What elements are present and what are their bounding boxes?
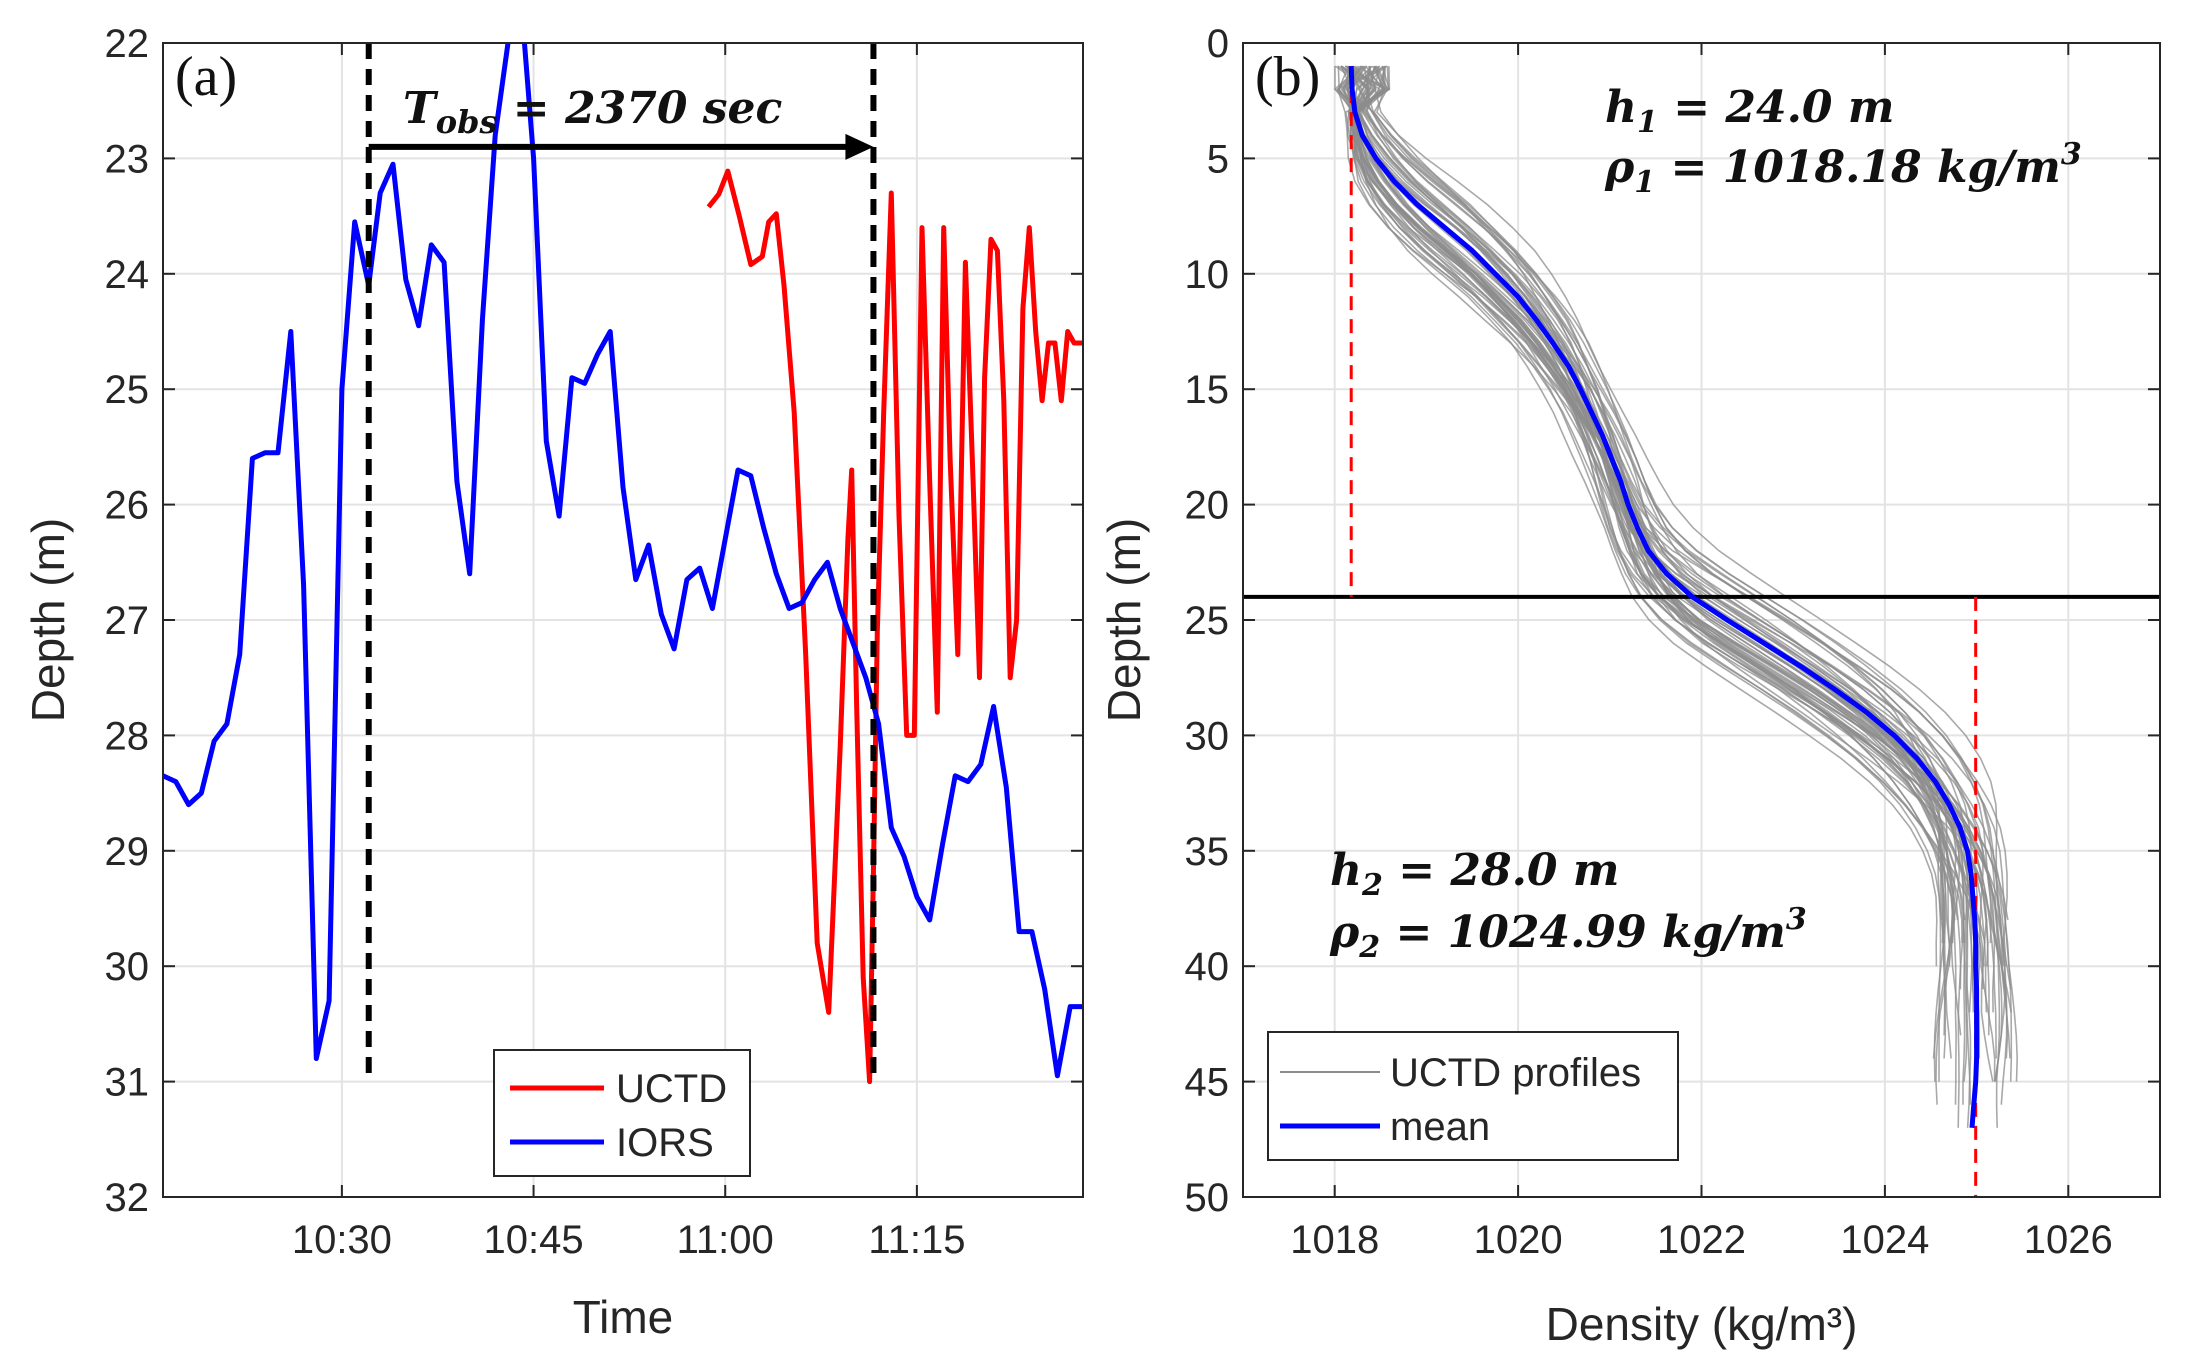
- annotation-value: = 24.0 m: [1658, 82, 1895, 133]
- panel-a: 22 23 24 25 26 27 28 29 30 31 32 10:30 10:45 11:00 11:…: [22, 22, 1084, 1343]
- panel-a-legend: UCTD IORS: [493, 1049, 751, 1177]
- uctd-profile-line: [1340, 65, 1961, 1059]
- uctd-profile-line: [1336, 65, 1951, 944]
- uctd-profile-line: [1354, 65, 1956, 921]
- iors-line: [163, 43, 1083, 1079]
- annotation-symbol: ρ: [1329, 907, 1360, 958]
- annotation-symbol: ρ: [1604, 142, 1635, 193]
- mean-profile: [1348, 66, 1980, 1128]
- panel-b-reference-lines: [1243, 66, 2160, 1197]
- y-tick-label: 25: [105, 368, 150, 412]
- annotation-subscript: 2: [1361, 868, 1383, 903]
- tobs-annotation: Tobs = 2370 sec: [403, 83, 783, 141]
- y-tick-label: 45: [1185, 1061, 1230, 1105]
- tobs-value: = 2370 sec: [497, 83, 782, 134]
- tobs-subscript: obs: [436, 103, 498, 141]
- tobs-arrow: [368, 133, 874, 160]
- y-tick-label: 50: [1185, 1176, 1230, 1220]
- panel-a-series: [163, 43, 1083, 1085]
- annotation-subscript: 1: [1634, 165, 1655, 200]
- h-annotation: h2 = 28.0 m: [1330, 845, 1619, 903]
- mean-profile-line: [1348, 66, 1980, 1128]
- uctd-profile-line: [1340, 65, 1963, 944]
- legend-label: UCTD: [616, 1067, 727, 1111]
- annotation-value: = 1018.18 kg/m: [1655, 142, 2061, 193]
- y-tick-label: 25: [1185, 599, 1230, 643]
- y-tick-label: 27: [105, 599, 150, 643]
- y-tick-label: 15: [1185, 368, 1230, 412]
- panel-b-label: (b): [1255, 46, 1320, 108]
- panel-b-xlabel: Density (kg/m³): [1546, 1298, 1858, 1350]
- panel-b: 0 5 10 15 20 25 30 35 40 45 50 1018 1020 1022 1024 1026…: [1098, 22, 2161, 1350]
- x-tick-label: 11:15: [868, 1218, 965, 1262]
- uctd-profile-line: [1353, 66, 1996, 1082]
- legend-box: [1267, 1031, 1679, 1161]
- y-tick-label: 40: [1185, 945, 1230, 989]
- x-tick-label: 1020: [1474, 1218, 1563, 1262]
- y-tick-label: 32: [105, 1176, 150, 1220]
- uctd-profile-line: [1372, 65, 2012, 990]
- legend-label: IORS: [616, 1121, 714, 1165]
- uctd-profile-line: [1352, 65, 1972, 1105]
- annotation-subscript: 1: [1637, 105, 1658, 140]
- uctd-profile-line: [1334, 66, 1981, 1013]
- uctd-profile-line: [1337, 66, 1975, 1013]
- uctd-profile-line: [1352, 65, 1959, 921]
- x-tick-label: 10:30: [292, 1218, 392, 1262]
- legend-label: mean: [1390, 1105, 1490, 1149]
- x-tick-label: 1018: [1290, 1218, 1379, 1262]
- uctd-profile-line: [1344, 65, 1956, 1105]
- y-tick-label: 5: [1207, 137, 1229, 181]
- panel-a-vlines: [365, 43, 877, 1082]
- uctd-profile-line: [1349, 65, 1981, 1059]
- y-tick-label: 20: [1185, 484, 1230, 528]
- uctd-profile-line: [1373, 65, 1954, 1059]
- panel-a-ylabel: Depth (m): [22, 518, 74, 722]
- uctd-profile-line: [1373, 65, 1969, 1105]
- x-tick-label: 11:00: [677, 1218, 774, 1262]
- annotation-symbol: h: [1330, 845, 1362, 896]
- y-tick-label: 31: [105, 1061, 150, 1105]
- panel-b-legend: UCTD profiles mean: [1267, 1031, 1679, 1161]
- rho-annotation: ρ2 = 1024.99 kg/m3: [1329, 902, 1807, 965]
- y-tick-label: 22: [105, 22, 150, 66]
- y-tick-label: 23: [105, 137, 150, 181]
- h-annotation: h1 = 24.0 m: [1605, 82, 1894, 140]
- annotation-value: = 28.0 m: [1383, 845, 1620, 896]
- y-tick-label: 10: [1185, 253, 1230, 297]
- legend-box: [493, 1049, 751, 1177]
- rho-annotation: ρ1 = 1018.18 kg/m3: [1604, 137, 2082, 200]
- panel-a-ticks: 22 23 24 25 26 27 28 29 30 31 32 10:30 10:45 11:00 11:…: [105, 22, 1083, 1262]
- panel-a-xlabel: Time: [573, 1291, 674, 1343]
- annotation-superscript: 3: [1786, 902, 1807, 937]
- y-tick-label: 35: [1185, 830, 1230, 874]
- tobs-symbol: T: [403, 83, 439, 134]
- y-tick-label: 28: [105, 714, 150, 758]
- x-tick-label: 1022: [1657, 1218, 1746, 1262]
- x-tick-label: 1026: [2024, 1218, 2113, 1262]
- annotation-superscript: 3: [2061, 137, 2082, 172]
- panel-b-ylabel: Depth (m): [1098, 518, 1150, 722]
- panel-a-label: (a): [175, 46, 237, 108]
- legend-label: UCTD profiles: [1390, 1051, 1641, 1095]
- y-tick-label: 0: [1207, 22, 1229, 66]
- y-tick-label: 30: [105, 945, 150, 989]
- panel-b-ticks: 0 5 10 15 20 25 30 35 40 45 50 1018 1020 1022 1024 1026: [1185, 22, 2160, 1262]
- uctd-line: [706, 168, 1083, 1085]
- y-tick-label: 30: [1185, 714, 1230, 758]
- annotation-value: = 1024.99 kg/m: [1380, 907, 1786, 958]
- y-tick-label: 29: [105, 830, 150, 874]
- annotation-subscript: 2: [1358, 930, 1380, 965]
- y-tick-label: 24: [105, 253, 150, 297]
- x-tick-label: 10:45: [484, 1218, 584, 1262]
- x-tick-label: 1024: [1840, 1218, 1929, 1262]
- uctd-profile-line: [1349, 65, 1942, 1082]
- annotation-symbol: h: [1605, 82, 1637, 133]
- panel-a-grid: [163, 42, 1083, 1198]
- tobs-arrow-head: [845, 133, 874, 160]
- uctd-profile-line: [1347, 65, 2008, 967]
- y-tick-label: 26: [105, 484, 150, 528]
